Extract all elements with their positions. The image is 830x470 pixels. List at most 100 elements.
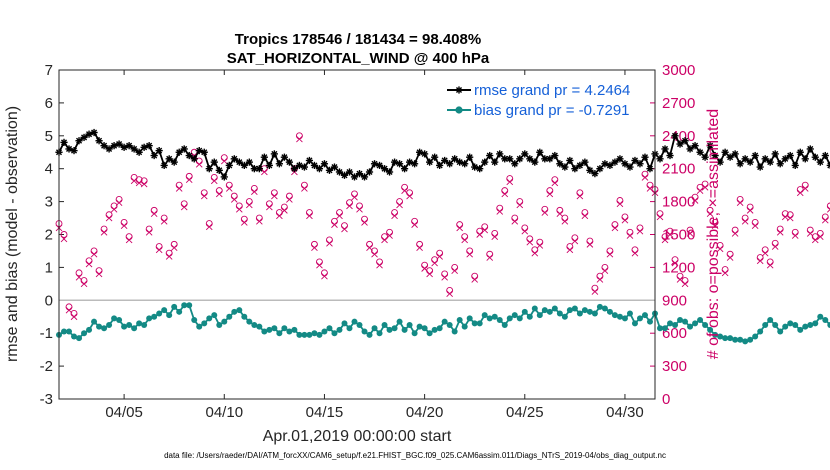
obs-assimilated-stroke: [120, 222, 128, 230]
obs-possible-point: [761, 246, 769, 254]
rmse-point: [491, 158, 499, 166]
rmse-point: [626, 163, 634, 171]
bias-point: [281, 325, 288, 332]
rmse-point: [345, 168, 354, 176]
star-stroke: [386, 168, 393, 176]
obs-assimilated-stroke: [401, 187, 408, 194]
bias-point: [546, 308, 553, 315]
obs-assimilated-stroke: [586, 241, 594, 248]
bias-point: [151, 313, 158, 320]
obs-assimilated-point: [225, 185, 233, 192]
bias-point: [276, 330, 283, 337]
obs-assimilated-point: [376, 261, 383, 269]
rmse-point: [180, 145, 188, 153]
bias-point: [86, 326, 93, 333]
star-stroke: [787, 152, 794, 159]
obs-assimilated-stroke: [346, 202, 353, 210]
obs-possible-point: [421, 261, 429, 269]
bias-point: [391, 325, 398, 332]
bias-point: [366, 331, 373, 338]
obs-assimilated-stroke: [115, 199, 123, 207]
obs-possible-point: [571, 234, 579, 242]
obs-assimilated-point: [626, 232, 634, 239]
obs-assimilated-point: [811, 236, 819, 244]
obs-assimilated-point: [301, 185, 308, 192]
bias-point: [156, 310, 163, 317]
obs-possible-point: [80, 277, 88, 285]
bias-point: [561, 313, 568, 320]
obs-assimilated-stroke: [271, 192, 278, 200]
obs-assimilated-point: [246, 201, 253, 209]
obs-possible-point: [250, 184, 258, 192]
rmse-point: [726, 153, 734, 161]
obs-possible-point: [341, 222, 348, 230]
obs-assimilated-stroke: [566, 246, 574, 254]
obs-assimilated-point: [406, 192, 413, 200]
star-stroke: [641, 154, 649, 161]
obs-assimilated-stroke: [261, 168, 268, 176]
star-stroke: [311, 162, 318, 169]
obs-assimilated-point: [731, 230, 739, 237]
obs-assimilated-point: [716, 245, 724, 253]
star-stroke: [391, 159, 398, 166]
rmse-point: [561, 163, 569, 171]
star-stroke: [626, 164, 633, 171]
obs-assimilated-stroke: [396, 201, 403, 209]
obs-possible-point: [776, 225, 784, 233]
obs-assimilated-point: [511, 218, 519, 225]
rmse-point: [476, 165, 484, 173]
star-stroke: [717, 159, 724, 166]
rmse-point: [701, 153, 709, 161]
obs-assimilated-point: [696, 187, 704, 194]
legend-rmse-label: rmse grand pr = 4.2464: [474, 82, 630, 99]
bias-point: [361, 328, 368, 335]
obs-possible-point: [636, 224, 644, 232]
y-tick-label: 5: [45, 128, 53, 145]
plot-frame: [58, 69, 656, 400]
obs-assimilated-point: [361, 219, 368, 226]
bias-point: [692, 320, 699, 327]
obs-assimilated-stroke: [491, 233, 499, 241]
obs-possible-point: [110, 202, 118, 210]
rmse-point: [681, 137, 689, 145]
obs-assimilated-stroke: [351, 193, 358, 201]
obs-assimilated-stroke: [596, 276, 604, 283]
obs-assimilated-stroke: [641, 174, 649, 181]
bias-point: [581, 307, 588, 314]
obs-possible-point: [586, 237, 594, 245]
bias-point: [737, 336, 744, 343]
obs-possible-point: [416, 240, 424, 248]
star-stroke: [476, 165, 483, 172]
star-stroke: [561, 164, 568, 171]
y-tick-label: 7: [45, 62, 53, 79]
star-stroke: [581, 159, 588, 166]
obs-assimilated-point: [185, 176, 193, 183]
obs-possible-point: [431, 256, 439, 264]
bias-point: [747, 336, 754, 343]
bias-point: [136, 320, 143, 327]
star-stroke: [496, 150, 503, 157]
obs-assimilated-stroke: [411, 221, 418, 228]
obs-assimilated-point: [466, 250, 474, 258]
star-stroke: [70, 147, 78, 154]
star-stroke: [60, 139, 68, 146]
obs-assimilated-point: [631, 249, 639, 257]
star-stroke: [431, 154, 438, 161]
obs-possible-point: [155, 243, 163, 251]
obs-assimilated-point: [85, 260, 93, 268]
bias-point: [682, 318, 689, 325]
bias-point: [792, 321, 799, 328]
obs-assimilated-point: [751, 222, 759, 230]
obs-assimilated-point: [371, 250, 378, 258]
star-stroke: [772, 150, 779, 157]
rmse-point: [325, 166, 334, 174]
obs-assimilated-stroke: [230, 196, 238, 203]
obs-possible-point: [411, 217, 419, 225]
bias-point: [251, 321, 258, 328]
obs-assimilated-point: [566, 246, 574, 254]
rmse-point: [320, 160, 329, 168]
star-stroke: [687, 145, 694, 153]
star-stroke: [166, 155, 173, 162]
star-stroke: [186, 152, 193, 159]
obs-possible-point: [601, 263, 609, 271]
